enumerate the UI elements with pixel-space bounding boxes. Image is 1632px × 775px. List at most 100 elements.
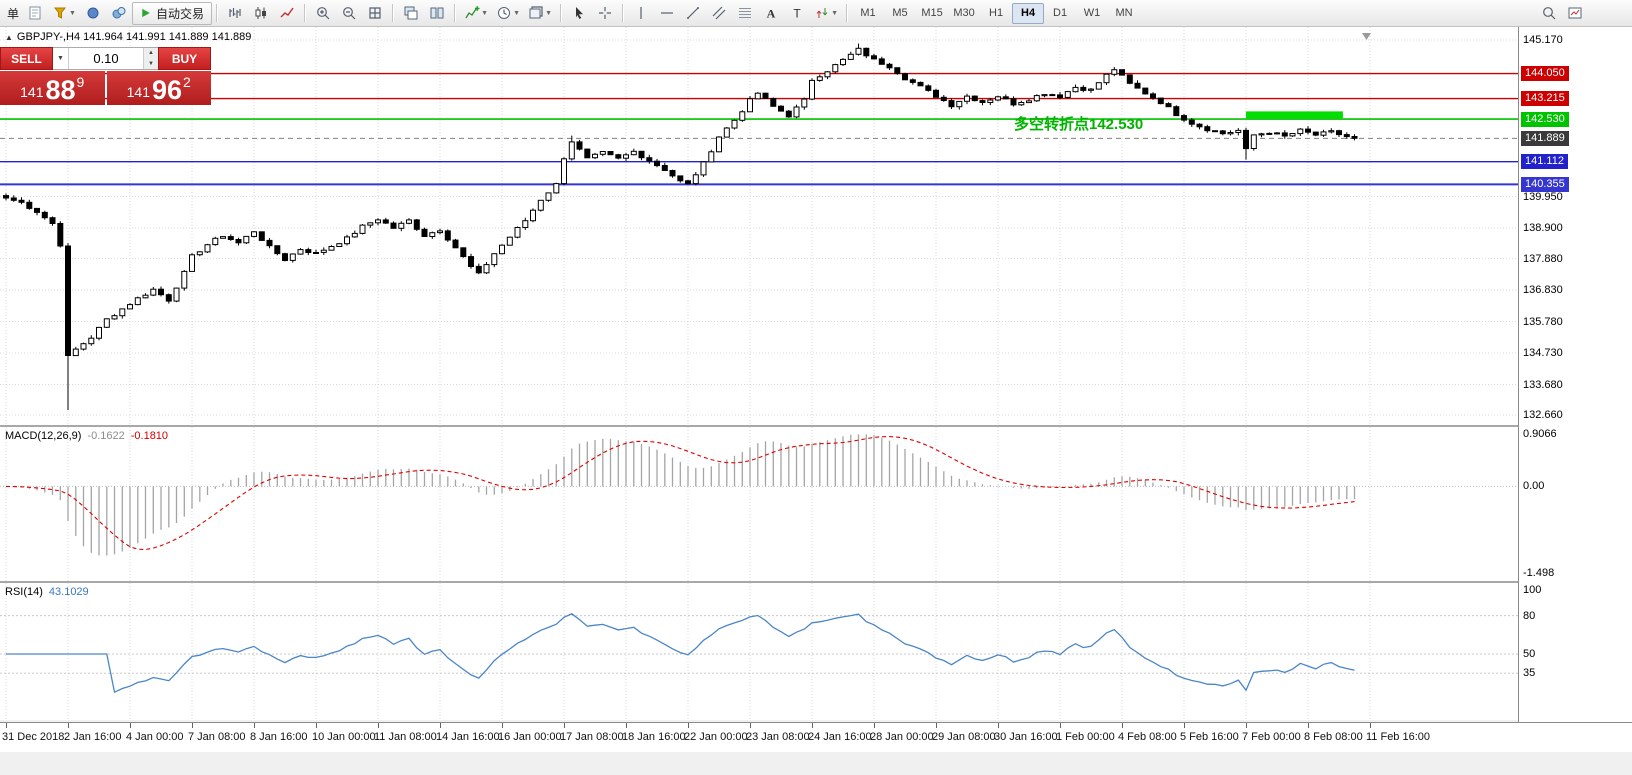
indicators-icon[interactable]: ▼: [460, 2, 492, 25]
time-label: 4 Feb 08:00: [1118, 731, 1177, 743]
tile-windows-icon[interactable]: [424, 2, 450, 25]
rsi-chart-canvas[interactable]: [0, 583, 1518, 720]
scale-label: 139.950: [1523, 190, 1563, 203]
one-click-panel-toggle[interactable]: ▲: [5, 32, 13, 42]
time-tick: [130, 723, 131, 728]
macd-chart-canvas[interactable]: [0, 427, 1518, 581]
time-tick: [502, 723, 503, 728]
toolbar-separator: [560, 4, 563, 22]
timeframe-button-mn[interactable]: MN: [1115, 7, 1133, 19]
autotrading-button[interactable]: 自动交易: [132, 1, 213, 25]
scale-label: 132.660: [1523, 409, 1563, 421]
timeframe-button-m5[interactable]: M5: [892, 7, 908, 19]
metaeditor-icon[interactable]: [80, 2, 106, 25]
buy-button[interactable]: BUY: [158, 47, 211, 70]
window-bottom-strip: [0, 752, 1632, 775]
timeframe-button-m30[interactable]: M30: [953, 7, 975, 19]
zoom-in-icon[interactable]: [310, 2, 336, 25]
rsi-label: RSI(14) 43.1029: [5, 586, 89, 598]
new-order-button[interactable]: 单: [7, 6, 20, 21]
scale-label: 136.830: [1523, 284, 1563, 296]
chart-text-annotation[interactable]: 多空转折点142.530: [1014, 116, 1144, 133]
time-label: 11 Feb 16:00: [1366, 731, 1431, 743]
text-icon[interactable]: A: [758, 2, 784, 25]
time-label: 23 Jan 08:00: [746, 731, 810, 743]
label-icon[interactable]: T: [784, 2, 810, 25]
terminal-icon[interactable]: [106, 2, 132, 25]
scale-label: 145.170: [1523, 34, 1563, 46]
volume-input[interactable]: [69, 48, 143, 69]
price-level-badge: 141.112: [1521, 154, 1568, 170]
timeframe-button-m1[interactable]: M1: [860, 7, 876, 19]
trendline-icon[interactable]: [680, 2, 706, 25]
time-tick: [998, 723, 999, 728]
toolbar-separator: [392, 4, 395, 22]
zoom-out-icon[interactable]: [336, 2, 362, 25]
vertical-line-icon[interactable]: [628, 2, 654, 25]
dropdown-caret-icon: ▼: [69, 9, 76, 17]
templates-icon[interactable]: ▼: [524, 2, 556, 25]
time-scale[interactable]: 31 Dec 2018 2 Jan 16:00 4 Jan 00:00 7 Jan 0…: [0, 722, 1632, 753]
line-chart-icon[interactable]: [274, 2, 300, 25]
price-chart-canvas[interactable]: [0, 27, 1518, 425]
fibonacci-icon[interactable]: [732, 2, 758, 25]
rsi-scale-label: 50: [1523, 648, 1536, 660]
time-label: 17 Jan 08:00: [560, 731, 624, 743]
candlestick-icon[interactable]: [248, 2, 274, 25]
time-label: 28 Jan 00:00: [870, 731, 934, 743]
price-level-badge: 140.355: [1521, 176, 1569, 192]
crosshair-icon[interactable]: [592, 2, 618, 25]
toolbar-separator: [216, 4, 219, 22]
price-chart-panel: ▲ GBPJPY-,H4 141.964 141.991 141.889 141…: [0, 27, 1518, 425]
chart-ohlc-info: ▲ GBPJPY-,H4 141.964 141.991 141.889 141…: [5, 31, 251, 43]
periods-icon[interactable]: ▼: [492, 2, 524, 25]
horizontal-line-icon[interactable]: [654, 2, 680, 25]
timeframe-button-w1[interactable]: W1: [1083, 7, 1101, 19]
search-icon[interactable]: [1536, 2, 1562, 25]
grid-icon[interactable]: [362, 2, 388, 25]
timeframe-button-h4[interactable]: H4: [1012, 2, 1045, 24]
time-label: 22 Jan 00:00: [684, 731, 748, 743]
time-label: 5 Feb 16:00: [1180, 731, 1239, 743]
bar-chart-icon[interactable]: [222, 2, 248, 25]
time-label: 10 Jan 00:00: [312, 731, 376, 743]
price-scale[interactable]: 145.170 139.950 138.900 137.880 136.830 135.7…: [1518, 27, 1632, 722]
volume-up-button[interactable]: ▲: [144, 48, 158, 59]
timeframe-button-h1[interactable]: H1: [989, 7, 1004, 19]
time-label: 30 Jan 16:00: [994, 731, 1058, 743]
rsi-scale-label: 35: [1523, 667, 1536, 680]
sell-button[interactable]: SELL: [0, 47, 53, 70]
time-tick: [192, 723, 193, 728]
cascade-windows-icon[interactable]: [398, 2, 424, 25]
ask-price-display[interactable]: 141 96 2: [106, 71, 211, 105]
dropdown-caret-icon: ▼: [481, 9, 488, 17]
time-label: 31 Dec 2018: [2, 731, 65, 743]
volume-dropdown[interactable]: ▼: [53, 48, 69, 69]
time-tick: [1370, 723, 1371, 728]
volume-control: ▼ ▲ ▼: [53, 47, 158, 70]
time-tick: [812, 723, 813, 728]
time-label: 24 Jan 16:00: [808, 731, 872, 743]
channel-icon[interactable]: [706, 2, 732, 25]
time-tick: [1122, 723, 1123, 728]
new-order-icon[interactable]: [22, 2, 48, 25]
timeframe-button-m15[interactable]: M15: [921, 7, 943, 19]
time-label: 8 Feb 08:00: [1304, 731, 1363, 743]
time-label: 18 Jan 16:00: [622, 731, 686, 743]
new-chart-icon[interactable]: [1562, 2, 1588, 25]
scale-label: 137.880: [1523, 252, 1563, 265]
toolbar-separator: [304, 4, 307, 22]
cursor-icon[interactable]: [566, 2, 592, 25]
volume-down-button[interactable]: ▼: [144, 58, 158, 69]
time-label: 14 Jan 16:00: [436, 731, 500, 743]
layouts-icon[interactable]: ▼: [48, 2, 80, 25]
price-level-badge: 143.215: [1521, 91, 1569, 107]
toolbar-separator: [622, 4, 625, 22]
macd-scale-label: 0.9066: [1523, 428, 1557, 440]
time-tick: [688, 723, 689, 728]
arrows-icon[interactable]: ▼: [810, 2, 842, 25]
price-level-badge: 144.050: [1521, 66, 1569, 82]
bid-price-display[interactable]: 141 88 9: [0, 71, 105, 105]
timeframe-button-d1[interactable]: D1: [1053, 7, 1068, 19]
